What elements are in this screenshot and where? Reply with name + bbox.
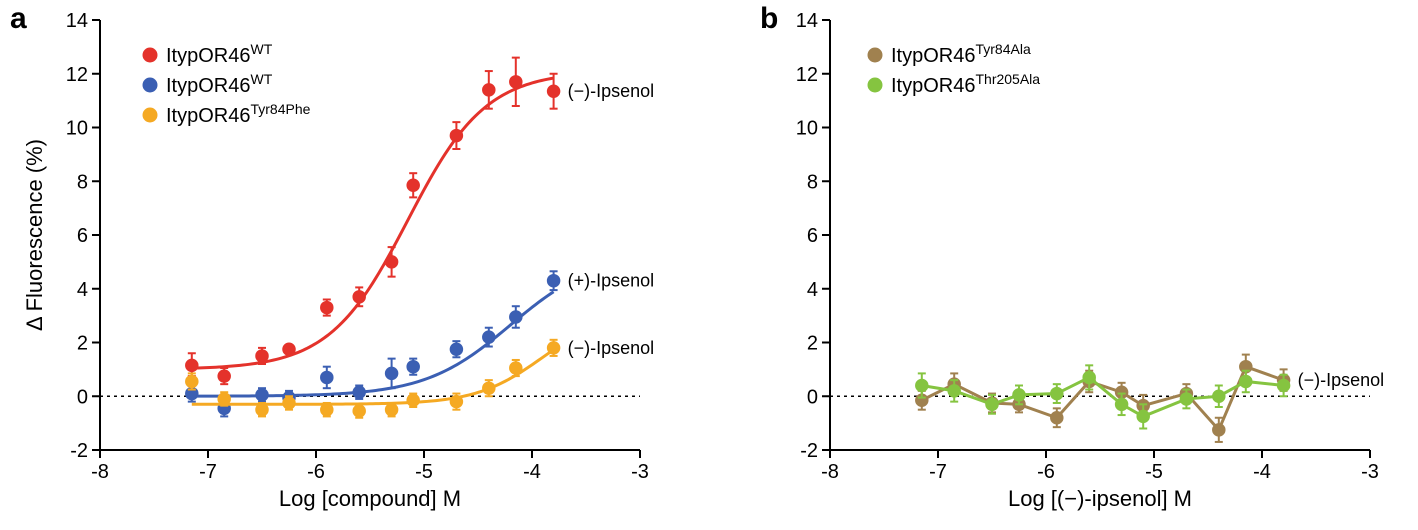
svg-text:0: 0 — [807, 386, 818, 408]
svg-text:10: 10 — [796, 118, 818, 140]
svg-text:-7: -7 — [929, 461, 947, 483]
svg-text:14: 14 — [796, 10, 818, 32]
svg-text:ItypOR46Thr205Ala: ItypOR46Thr205Ala — [891, 71, 1040, 97]
svg-text:6: 6 — [807, 225, 818, 247]
svg-text:(−)-Ipsenol: (−)-Ipsenol — [1298, 370, 1385, 390]
svg-text:2: 2 — [807, 333, 818, 355]
svg-text:4: 4 — [807, 279, 818, 301]
svg-text:-2: -2 — [800, 440, 818, 462]
figure: a b -8-7-6-5-4-3Log [compound] M-2024681… — [0, 0, 1418, 530]
svg-text:ItypOR46Tyr84Ala: ItypOR46Tyr84Ala — [891, 41, 1031, 67]
svg-text:Log [(−)-ipsenol] M: Log [(−)-ipsenol] M — [1008, 486, 1192, 511]
svg-text:-5: -5 — [1145, 461, 1163, 483]
svg-text:-3: -3 — [1361, 461, 1379, 483]
panel-b-chart: -8 -7 -6 -5 -4 -3 Log [(−)-ipsenol] M -2 0 2 4 6 8 10… — [0, 0, 1418, 530]
svg-text:-6: -6 — [1037, 461, 1055, 483]
svg-text:-8: -8 — [821, 461, 839, 483]
svg-text:8: 8 — [807, 171, 818, 193]
svg-text:12: 12 — [796, 64, 818, 86]
svg-text:-4: -4 — [1253, 461, 1271, 483]
